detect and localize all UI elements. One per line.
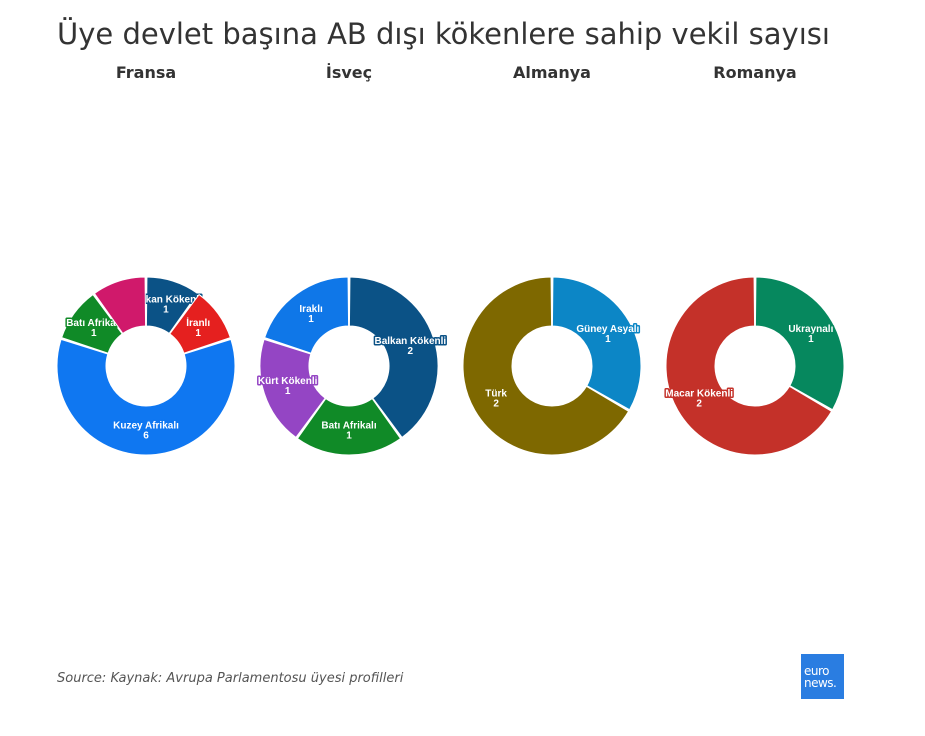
slice-i-ranl[interactable]: [169, 293, 231, 354]
slice-bat-afrikal[interactable]: [61, 293, 123, 354]
donut-i-svec: İsveç Balkan Kökenli 2 Batı Afrikalı 1 Kürt K…: [256, 63, 448, 456]
slice-label: Kuzey Afrikalı 6: [113, 421, 179, 442]
panel-title: Romanya: [713, 63, 796, 82]
panel-title: Almanya: [513, 63, 591, 82]
panel-title: İsveç: [326, 63, 372, 82]
slice-label: Güney Asyalı 1: [576, 324, 639, 345]
logo-line-2: news.: [804, 675, 837, 690]
slice-gu-ney-asyal[interactable]: [551, 276, 642, 411]
source-note: Source: Kaynak: Avrupa Parlamentosu üyes…: [57, 671, 404, 686]
donut-almanya: Almanya Güney Asyalı 1 Türk 2: [462, 63, 642, 456]
slice-label: Kürt Kökenli 1: [258, 376, 318, 397]
slice-label: Balkan Kökenli 1: [130, 295, 202, 316]
slice-balkan-ko-kenli[interactable]: [145, 276, 199, 335]
logo-line-1: euro: [804, 663, 830, 678]
slice-bat-afrikal[interactable]: [296, 397, 402, 456]
slice-balkan-ko-kenli[interactable]: [348, 276, 439, 439]
slice-label: Iraklı 1: [299, 304, 323, 325]
slice-label: Türk 2: [485, 388, 507, 409]
slice-label: Ukraynalı 1: [788, 324, 833, 345]
slice-macar-ko-kenli[interactable]: [665, 276, 833, 456]
slice-ukraynal[interactable]: [754, 276, 845, 411]
slice-tu-rk[interactable]: [462, 276, 630, 456]
slice-ku-rt-ko-kenli[interactable]: [259, 338, 326, 439]
slice-label: Batı Afrikalı 1: [66, 318, 121, 339]
panel-title: Fransa: [116, 63, 176, 82]
chart-title: Üye devlet başına AB dışı kökenlere sahi…: [57, 17, 830, 51]
slice-label: Macar Kökenli 2: [665, 388, 733, 409]
euronews-logo: euro news.: [801, 654, 844, 699]
slice-unlabeled-4[interactable]: [93, 276, 147, 335]
slice-label: Batı Afrikalı 1: [321, 421, 376, 442]
slice-irakl[interactable]: [264, 276, 350, 354]
donut-romanya: Romanya Ukraynalı 1 Macar Kökenli 2: [664, 63, 845, 456]
slice-kuzey-afrikal[interactable]: [56, 338, 236, 456]
slice-label: İranlı 1: [186, 316, 210, 339]
slice-label: Balkan Kökenli 2: [374, 336, 446, 357]
